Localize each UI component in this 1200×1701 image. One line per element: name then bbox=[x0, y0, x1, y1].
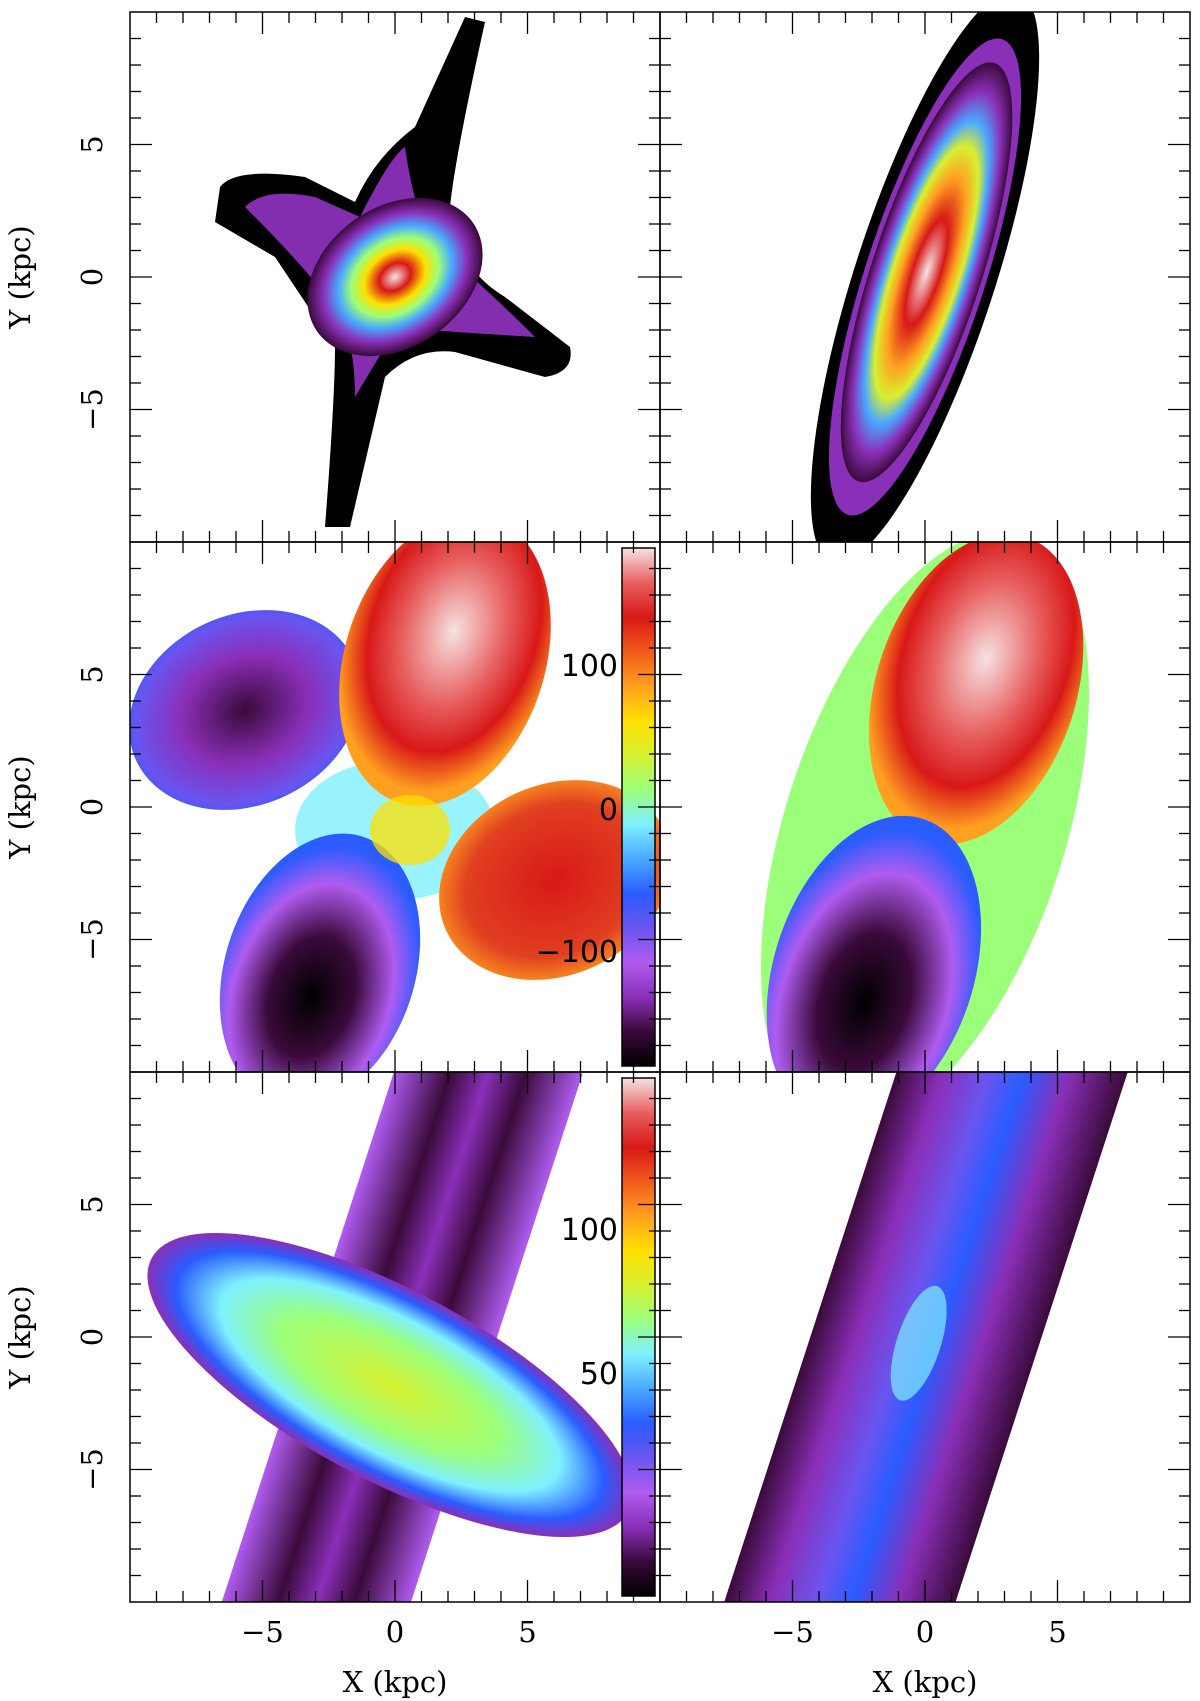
panel-velocity-left-map bbox=[130, 542, 660, 1072]
y-tick-label-r3c1: 0 bbox=[75, 1328, 109, 1346]
x-tick-label-r3c1: −5 bbox=[241, 1615, 284, 1649]
y-axis-title-row2: Y (kpc) bbox=[3, 755, 37, 859]
y-tick-label-r2c1: 5 bbox=[75, 665, 109, 683]
colorbar-velocity-label-neg100: −100 bbox=[536, 935, 618, 970]
colorbar-velocity-label-100: 100 bbox=[561, 649, 618, 684]
panel-dispersion-right-map bbox=[712, 1072, 1132, 1602]
x-tick-label-r3c1: 0 bbox=[386, 1615, 404, 1649]
y-tick-label-r2c1: −5 bbox=[75, 918, 109, 961]
x-tick-label-r3c2: −5 bbox=[771, 1615, 814, 1649]
x-axis-title-left: X (kpc) bbox=[343, 1665, 448, 1699]
y-tick-label-r3c1: −5 bbox=[75, 1448, 109, 1491]
x-tick-label-r3c1: 5 bbox=[518, 1615, 536, 1649]
panel-dispersion-left-map bbox=[147, 1072, 633, 1602]
vel-lower-lobe bbox=[219, 833, 421, 1072]
y-tick-label-r1c1: −5 bbox=[75, 388, 109, 431]
disp-bar bbox=[147, 1233, 633, 1537]
y-tick-label-r2c1: 0 bbox=[75, 798, 109, 816]
colorbar-velocity-label-0: 0 bbox=[599, 793, 618, 828]
vel-center-yellow bbox=[370, 795, 450, 865]
y-tick-label-r3c1: 5 bbox=[75, 1195, 109, 1213]
density-edge-core bbox=[840, 62, 1013, 483]
disp-edge-core bbox=[890, 1285, 947, 1401]
density-core bbox=[307, 197, 483, 357]
x-tick-label-r3c2: 0 bbox=[916, 1615, 934, 1649]
axes-layer: −5 0 5 −5 0 5 −5 0 5 −5 0 5 −5 0 5 bbox=[75, 11, 1191, 1649]
y-axis-title-row3: Y (kpc) bbox=[3, 1285, 37, 1389]
y-axis-title-row1: Y (kpc) bbox=[3, 225, 37, 329]
vel-edge-lower bbox=[766, 815, 982, 1072]
panel-density-left-map bbox=[215, 17, 571, 527]
colorbar-dispersion-label-100: 100 bbox=[561, 1213, 618, 1248]
vel-upper-lobe bbox=[339, 542, 551, 806]
vel-edge-upper bbox=[868, 542, 1084, 845]
y-tick-label-r1c1: 0 bbox=[75, 268, 109, 286]
vel-right-lobe bbox=[439, 780, 660, 980]
panel-density-right-map bbox=[810, 12, 1040, 542]
panel-velocity-right-map bbox=[760, 542, 1090, 1072]
vel-left-lobe bbox=[130, 610, 361, 810]
y-tick-label-r1c1: 5 bbox=[75, 135, 109, 153]
colorbar-dispersion-label-50: 50 bbox=[580, 1357, 618, 1392]
x-tick-label-r3c2: 5 bbox=[1048, 1615, 1066, 1649]
x-axis-title-right: X (kpc) bbox=[873, 1665, 978, 1699]
